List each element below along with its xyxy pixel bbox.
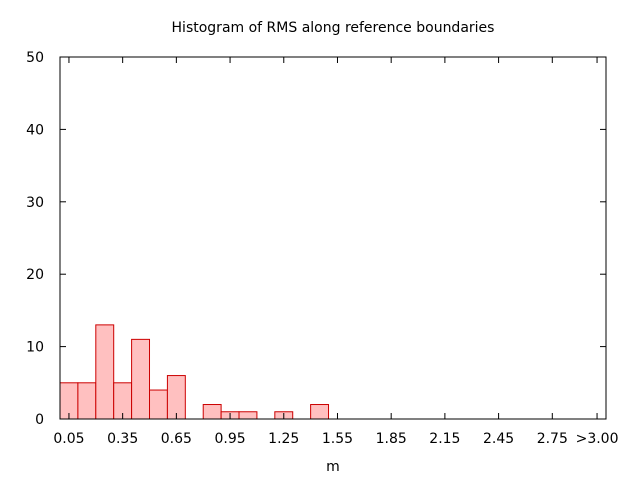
- histogram-bar: [95, 324, 115, 420]
- y-tick-label: 40: [26, 122, 44, 138]
- x-axis-label: m: [326, 459, 340, 475]
- histogram-bar: [149, 389, 168, 420]
- x-tick-label: 2.15: [429, 431, 460, 447]
- y-tick-label: 20: [26, 267, 44, 283]
- x-tick-label: 2.45: [483, 431, 514, 447]
- x-tick-label: 0.65: [161, 431, 192, 447]
- bars-group: [59, 324, 330, 420]
- x-tick-label: 0.35: [107, 431, 138, 447]
- axes-group: 0 10 20 30 40 50 0.05 0.35 0.65 0.95 1.25 1.55 1.85 2…: [26, 50, 618, 447]
- x-tick-label: 0.05: [53, 431, 84, 447]
- histogram-bar: [166, 375, 186, 420]
- y-tick-label: 10: [26, 340, 44, 356]
- plot-frame: [59, 56, 607, 420]
- histogram-bar: [77, 382, 97, 420]
- y-tick-label: 50: [26, 50, 44, 66]
- y-tick-label: 30: [26, 195, 44, 211]
- histogram-bar: [310, 404, 330, 420]
- x-tick-label: >3.00: [576, 431, 619, 447]
- histogram-bar: [131, 338, 151, 420]
- x-tick-label: 0.95: [214, 431, 245, 447]
- x-tick-label: 1.85: [376, 431, 407, 447]
- x-tick-label: 1.55: [322, 431, 353, 447]
- histogram-bar: [202, 404, 222, 420]
- y-tick-label: 0: [35, 412, 44, 428]
- chart-title: Histogram of RMS along reference boundar…: [172, 20, 495, 36]
- histogram-bar: [238, 411, 258, 420]
- x-tick-label: 1.25: [268, 431, 299, 447]
- x-tick-label: 2.75: [537, 431, 568, 447]
